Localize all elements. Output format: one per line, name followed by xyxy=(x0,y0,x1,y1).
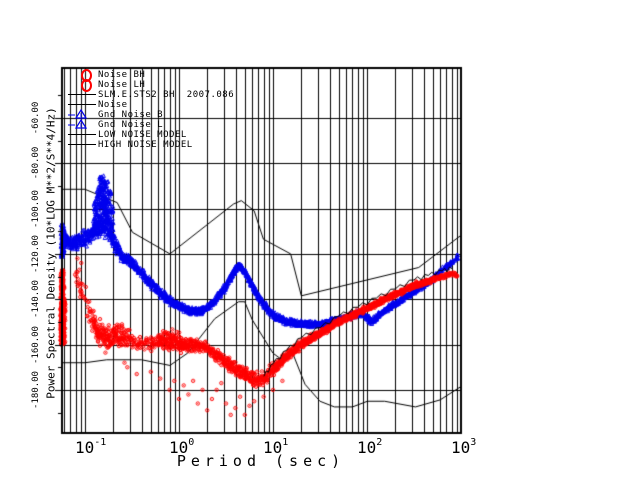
y-tick-label: -100.00 xyxy=(31,189,41,228)
legend-label: HIGH NOISE MODEL xyxy=(98,140,193,150)
line-marker-icon xyxy=(68,94,96,95)
legend-entry: Gnd Noise B xyxy=(66,109,164,120)
y-axis-title: Power Spectral Density (10*LOG M**2/S**4… xyxy=(44,107,58,399)
blue-triangle-marker-icon xyxy=(68,109,88,119)
legend-entry: Gnd Noise L xyxy=(66,119,164,130)
legend-label: SLM.E.STS2 BH 2007.086 xyxy=(98,90,235,100)
legend-entry: HIGH NOISE MODEL xyxy=(66,140,193,150)
line-marker-icon xyxy=(68,134,96,135)
legend-label: LOW NOISE MODEL xyxy=(98,130,187,140)
line-marker-icon xyxy=(68,144,96,145)
blue-triangle-marker-icon xyxy=(68,119,88,129)
y-tick-label: -180.00 xyxy=(31,370,41,409)
x-tick-label: 10-1 xyxy=(75,436,107,457)
y-tick-label: -60.00 xyxy=(31,101,41,135)
legend-label: Noise LH xyxy=(98,80,146,90)
legend-entry: Noise BH xyxy=(66,69,146,82)
y-tick-label: -140.00 xyxy=(31,280,41,319)
legend-label: Noise BH xyxy=(98,70,146,80)
x-axis-title: Period (sec) xyxy=(176,452,346,470)
legend-entry: Noise xyxy=(66,100,128,110)
y-tick-label: -80.00 xyxy=(31,146,41,180)
x-tick-label: 101 xyxy=(263,436,289,457)
x-tick-label: 102 xyxy=(357,436,383,457)
legend-entry: SLM.E.STS2 BH 2007.086 xyxy=(66,90,234,100)
legend-label: Gnd Noise B xyxy=(98,110,164,120)
legend-entry: Noise LH xyxy=(66,79,146,92)
red-circle-marker-icon xyxy=(81,79,92,92)
y-tick-label: -160.00 xyxy=(31,325,41,364)
line-marker-icon xyxy=(68,104,96,105)
x-tick-label: 100 xyxy=(169,436,195,457)
legend-label: Gnd Noise L xyxy=(98,120,164,130)
legend-entry: LOW NOISE MODEL xyxy=(66,130,187,140)
legend-label: Noise xyxy=(98,100,128,110)
x-tick-label: 103 xyxy=(451,436,477,457)
y-tick-label: -120.00 xyxy=(31,234,41,273)
